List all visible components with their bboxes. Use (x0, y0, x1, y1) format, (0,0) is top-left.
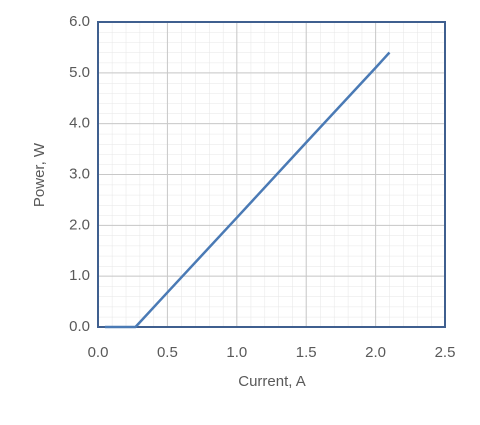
x-tick-label: 1.5 (296, 344, 317, 361)
x-tick-label: 1.0 (226, 344, 247, 361)
y-tick-label: 2.0 (69, 216, 90, 233)
x-tick-label: 0.5 (157, 344, 178, 361)
y-tick-label: 5.0 (69, 64, 90, 81)
x-tick-label: 2.5 (435, 344, 456, 361)
data-line (104, 51, 391, 329)
x-axis-title: Current, A (238, 373, 306, 390)
x-tick-label: 0.0 (88, 344, 109, 361)
x-tick-label: 2.0 (365, 344, 386, 361)
y-tick-label: 3.0 (69, 165, 90, 182)
y-axis-title: Power, W (31, 142, 48, 207)
y-tick-label: 4.0 (69, 115, 90, 132)
y-tick-label: 0.0 (69, 318, 90, 335)
y-tick-label: 6.0 (69, 13, 90, 30)
plot-border (97, 21, 446, 328)
y-tick-label: 1.0 (69, 267, 90, 284)
